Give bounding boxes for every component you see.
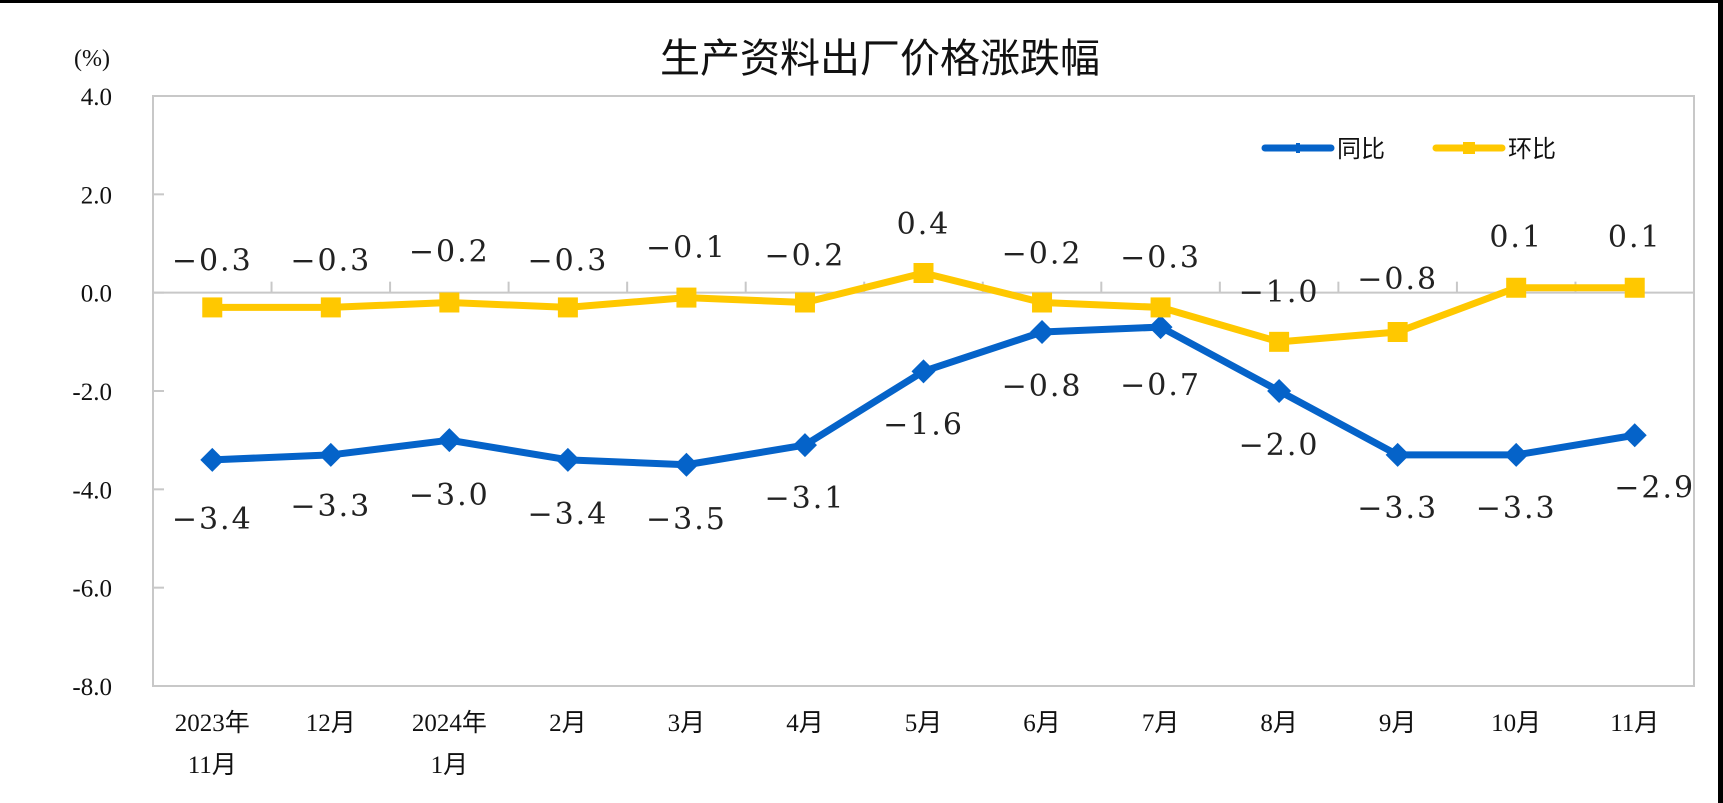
x-tick-label: 8月 [1260, 710, 1298, 737]
series-lines [200, 263, 1647, 477]
square-marker [1387, 322, 1408, 342]
mom-data-label: −0.3 [290, 243, 371, 278]
yoy-data-label: −3.1 [765, 481, 846, 516]
mom-data-label: −0.3 [1120, 240, 1201, 275]
yoy-data-label: −0.7 [1120, 368, 1201, 403]
legend-diamond-icon [1296, 143, 1300, 153]
diamond-marker [1267, 379, 1292, 403]
mom-data-label: 0.1 [1489, 220, 1543, 255]
yoy-data-label: −3.3 [290, 489, 371, 524]
diamond-marker [911, 359, 936, 384]
mom-data-label: −0.3 [527, 243, 608, 278]
mom-data-label: −0.3 [172, 243, 253, 278]
square-marker [439, 292, 460, 313]
legend-square-icon [1463, 142, 1475, 154]
y-axis-unit: (%) [74, 46, 110, 72]
diamond-marker [200, 447, 225, 472]
diamond-marker [1385, 442, 1410, 467]
x-tick-label: 2023年 [175, 709, 250, 737]
diamond-marker [437, 428, 462, 453]
mom-data-label: −0.8 [1357, 262, 1438, 297]
y-tick-label: -8.0 [72, 674, 112, 701]
mom-data-label: 0.4 [897, 207, 951, 242]
square-marker [913, 263, 934, 283]
diamond-marker [1622, 423, 1647, 448]
x-tick-label: 2024年 [412, 709, 487, 737]
mom-data-label: −0.1 [646, 231, 727, 266]
legend: 同比 环比 [1261, 135, 1556, 163]
x-tick-label: 3月 [668, 710, 706, 737]
square-marker [320, 297, 341, 318]
x-tick-label: 11月 [1610, 710, 1659, 737]
y-tick-label: -4.0 [72, 477, 112, 504]
square-marker [1150, 297, 1171, 318]
mom-data-label: −1.0 [1239, 275, 1320, 310]
y-tick-label: 2.0 [81, 182, 112, 209]
diamond-marker [1504, 442, 1529, 467]
yoy-data-label: −3.4 [527, 497, 608, 532]
legend-label: 环比 [1508, 135, 1556, 163]
yoy-data-label: −1.6 [883, 407, 964, 442]
y-tick-label: 4.0 [81, 84, 112, 111]
yoy-data-label: −3.5 [646, 502, 727, 537]
mom-data-label: 0.1 [1608, 220, 1662, 255]
diamond-marker [1030, 320, 1055, 344]
yoy-data-label: −2.0 [1239, 428, 1320, 463]
yoy-data-label: −3.0 [409, 478, 490, 513]
square-marker [202, 297, 223, 318]
x-tick-label: 9月 [1379, 710, 1417, 737]
legend-item-yoy: 同比 [1261, 135, 1385, 163]
y-tick-label: -2.0 [72, 379, 112, 406]
diamond-marker [792, 433, 817, 458]
yoy-data-label: −3.3 [1476, 491, 1557, 526]
square-marker [1032, 292, 1053, 313]
yoy-data-label: −0.8 [1002, 369, 1083, 404]
x-tick-label: 5月 [905, 710, 943, 737]
y-tick-label: 0.0 [81, 281, 112, 308]
x-tick-label: 1月 [431, 752, 469, 779]
line-chart: 生产资料出厂价格涨跌幅 (%) 4.0 2.0 0.0 -2.0 -4.0 -6.0 -8.… [72, 36, 1695, 779]
x-tick-label: 12月 [306, 710, 356, 737]
x-tick-label: 11月 [188, 752, 237, 779]
axes [152, 95, 1695, 687]
square-marker [794, 292, 815, 313]
mom-data-label: −0.2 [409, 235, 490, 270]
plot-area-border [152, 95, 1695, 687]
x-tick-label: 4月 [786, 710, 824, 737]
diamond-marker [555, 447, 580, 472]
diamond-marker [674, 452, 699, 477]
x-tick-label: 2月 [549, 710, 587, 737]
mom-data-label: −0.2 [1002, 237, 1083, 272]
chart-frame: 生产资料出厂价格涨跌幅 (%) 4.0 2.0 0.0 -2.0 -4.0 -6.0 -8.… [0, 3, 1718, 803]
y-tick-label: -6.0 [72, 576, 112, 603]
yoy-data-label: −3.4 [172, 502, 253, 537]
square-marker [676, 287, 697, 308]
x-tick-label: 7月 [1142, 710, 1180, 737]
yoy-data-label: −2.9 [1614, 470, 1695, 505]
mom-data-label: −0.2 [765, 239, 846, 274]
x-tick-label: 6月 [1023, 710, 1061, 737]
data-labels: −3.4 −3.3 −3.0 −3.4 −3.5 −3.1 −1.6 −0.8 −0.7 −2.0… [172, 207, 1695, 537]
square-marker [557, 297, 578, 318]
diamond-marker [318, 442, 343, 467]
square-marker [1506, 277, 1527, 298]
y-axis-ticks: 4.0 2.0 0.0 -2.0 -4.0 -6.0 -8.0 [72, 84, 164, 701]
square-marker [1624, 277, 1645, 298]
legend-item-mom: 环比 [1432, 135, 1556, 163]
yoy-series-line [212, 323, 1636, 469]
yoy-data-label: −3.3 [1357, 491, 1438, 526]
legend-label: 同比 [1337, 135, 1385, 163]
square-marker [1269, 331, 1290, 352]
chart-title: 生产资料出厂价格涨跌幅 [660, 36, 1100, 82]
x-tick-label: 10月 [1491, 710, 1541, 737]
diamond-marker [1148, 315, 1173, 340]
x-axis-ticks: 2023年 11月 12月 2024年 1月 2月 3月 4月 5月 6月 7月 8月 9月 10月 11月 [175, 709, 1660, 779]
